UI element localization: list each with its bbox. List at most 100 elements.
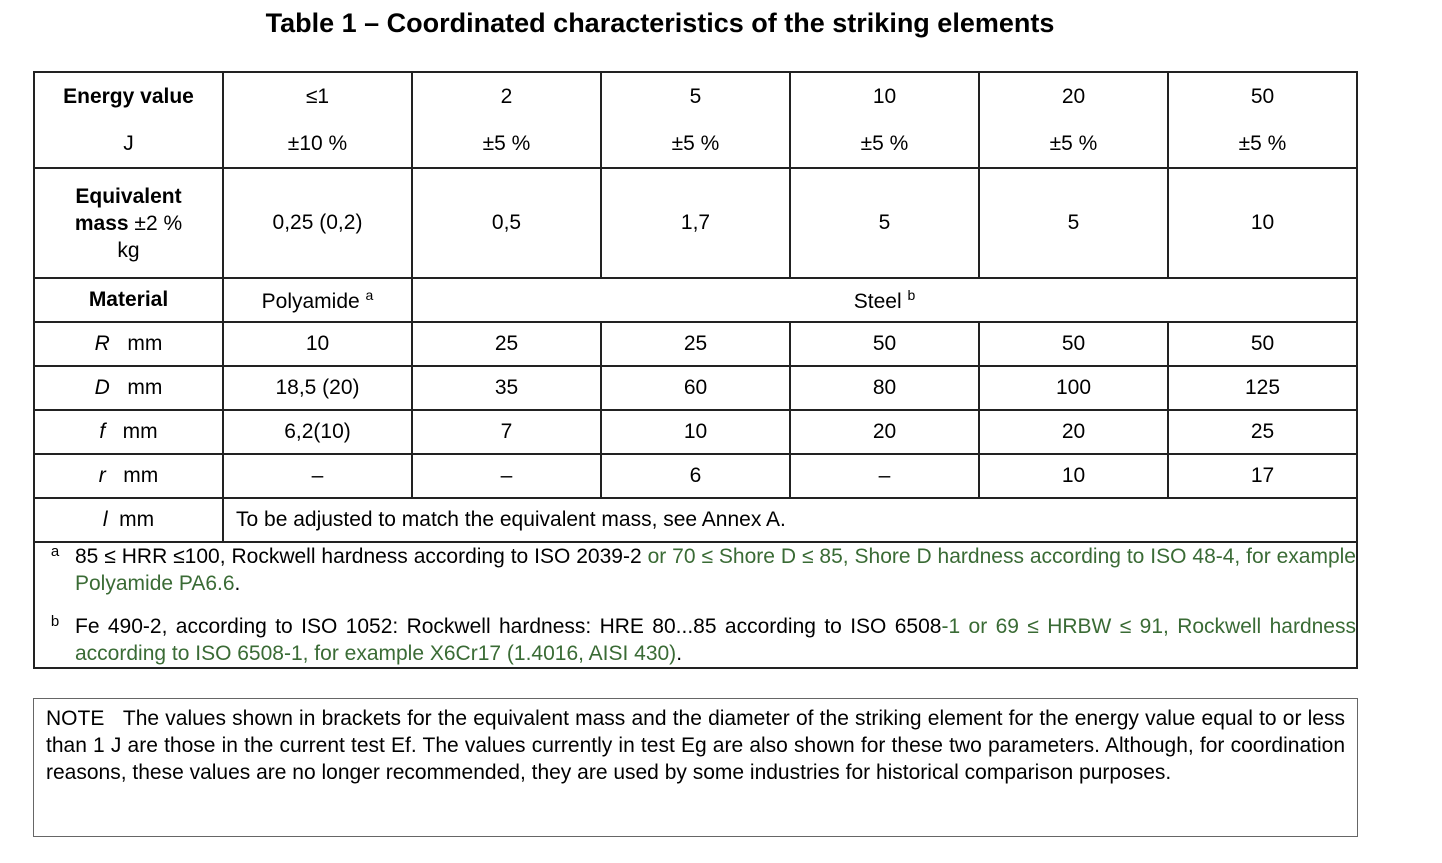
value-cell: 17 [1167,453,1358,499]
value-cell: 25 [1167,409,1358,455]
energy-label-cell: Energy value J [33,71,224,169]
value-cell: 6 [600,453,791,499]
energy-cell: 50 ±5 % [1167,71,1358,169]
value-cell: 10 [978,453,1169,499]
energy-tolerance: ±10 % [287,132,348,155]
material-label: Material [33,277,224,323]
row-symbol: D [94,376,110,399]
footnote-mark: b [50,613,60,630]
material-name: Steel [853,289,908,313]
row-symbol: f [99,420,106,443]
energy-cell: 5 ±5 % [600,71,791,169]
energy-value: 2 [500,85,513,108]
value-cell: 80 [789,365,980,411]
footnote-text-green: -1 or 69 ≤ HRBW ≤ 91, Rockwell hardness … [75,615,1356,665]
row-unit: mm [127,376,163,399]
mass-label: mass [74,211,129,235]
footnote-b: b Fe 490-2, according to ISO 1052: Rockw… [35,613,1356,667]
energy-value: ≤1 [305,85,330,108]
material-name: Polyamide [261,289,366,313]
row-symbol: R [94,332,110,355]
material-steel: Steel b [411,277,1358,323]
energy-unit: J [123,132,134,155]
value-cell: 100 [978,365,1169,411]
value-cell: – [411,453,602,499]
mass-unit: kg [117,238,140,262]
row-unit: mm [127,332,163,355]
row-label: r mm [33,453,224,499]
energy-value: 10 [872,85,897,108]
footnotes-row: a 85 ≤ HRR ≤100, Rockwell hardness accor… [33,541,1358,669]
footnote-tail: . [676,642,683,665]
footnote-text-black: 85 ≤ HRR ≤100, Rockwell hardness accordi… [75,545,648,568]
footnote-text: 85 ≤ HRR ≤100, Rockwell hardness accordi… [75,543,1356,597]
footnote-tail: . [234,572,241,595]
row-unit: mm [122,420,158,443]
row-label: D mm [33,365,224,411]
mass-tolerance: ±2 % [128,211,183,235]
dimension-row-R: R mm 10 25 25 50 50 50 [33,321,1358,367]
l-row-text: To be adjusted to match the equivalent m… [222,497,1358,543]
footnote-text-black: Fe 490-2, according to ISO 1052: Rockwel… [75,615,942,638]
mass-cell: 5 [789,167,980,279]
row-label: R mm [33,321,224,367]
footnote-a: a 85 ≤ HRR ≤100, Rockwell hardness accor… [35,543,1356,597]
energy-value: 5 [689,85,702,108]
value-cell: 60 [600,365,791,411]
row-unit: mm [123,464,159,487]
energy-label: Energy value [63,85,194,108]
value-cell: – [789,453,980,499]
table-title: Table 1 – Coordinated characteristics of… [265,8,1055,38]
value-cell: 18,5 (20) [222,365,413,411]
energy-tolerance: ±5 % [1238,132,1287,155]
mass-cell: 1,7 [600,167,791,279]
value-cell: 10 [600,409,791,455]
footnotes: a 85 ≤ HRR ≤100, Rockwell hardness accor… [33,541,1358,669]
footnote-text: Fe 490-2, according to ISO 1052: Rockwel… [75,613,1356,667]
value-cell: 125 [1167,365,1358,411]
value-cell: 50 [1167,321,1358,367]
energy-tolerance: ±5 % [482,132,531,155]
energy-tolerance: ±5 % [1049,132,1098,155]
mass-label: Equivalent [75,184,182,208]
value-cell: 35 [411,365,602,411]
footnote-mark: a [50,543,60,560]
footnote-ref: a [365,286,374,303]
mass-cell: 0,5 [411,167,602,279]
material-row: Material Polyamide a Steel b [33,277,1358,323]
energy-cell: 2 ±5 % [411,71,602,169]
dimension-row-r: r mm – –6–10 17 [33,453,1358,499]
row-label: f mm [33,409,224,455]
note-label: NOTE [46,707,105,730]
row-label: l mm [33,497,224,543]
energy-tolerance: ±5 % [860,132,909,155]
energy-tolerance: ±5 % [671,132,720,155]
energy-row: Energy value J ≤1 ±10 % 2 ±5 % 5 ±5 % 10 ±5 … [33,71,1358,169]
energy-cell: 10 ±5 % [789,71,980,169]
characteristics-table: Energy value J ≤1 ±10 % 2 ±5 % 5 ±5 % 10 ±5 … [33,71,1358,669]
row-unit: mm [119,508,155,531]
dimension-row-D: D mm 18,5 (20) 35 60 80 100 125 [33,365,1358,411]
value-cell: 25 [600,321,791,367]
material-polyamide: Polyamide a [222,277,413,323]
value-cell: 25 [411,321,602,367]
note-text: The values shown in brackets for the equ… [46,707,1345,784]
footnote-text-green: or 70 ≤ Shore D ≤ 85, Shore D hardness a… [75,545,1356,595]
value-cell: 50 [978,321,1169,367]
energy-cell: ≤1 ±10 % [222,71,413,169]
value-cell: 7 [411,409,602,455]
mass-cell: 5 [978,167,1169,279]
value-cell: 50 [789,321,980,367]
footnote-ref: b [907,286,916,303]
dimension-row-f: f mm 6,2(10) 7 10 20 20 25 [33,409,1358,455]
value-cell: 20 [978,409,1169,455]
l-row: l mm To be adjusted to match the equival… [33,497,1358,543]
row-symbol: r [98,464,106,487]
energy-cell: 20 ±5 % [978,71,1169,169]
mass-label-cell: Equivalent mass ±2 % kg [33,167,224,279]
mass-row: Equivalent mass ±2 % kg 0,25 (0,2) 0,5 1… [33,167,1358,279]
energy-value: 20 [1061,85,1086,108]
value-cell: – [222,453,413,499]
value-cell: 10 [222,321,413,367]
mass-cell: 10 [1167,167,1358,279]
